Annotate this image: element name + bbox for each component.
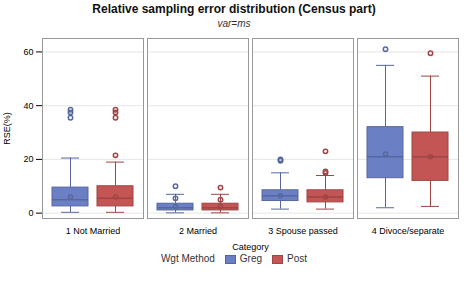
html-text:Relative sampling error distri: Relative sampling error distribution (Ce… [92,2,376,16]
svg-text:2 Married: 2 Married [179,226,217,236]
svg-text:1 Not Married: 1 Not Married [66,226,121,236]
html-text:Greg: Greg [239,253,263,264]
svg-text:3 Spouse passed: 3 Spouse passed [268,226,338,236]
html-text:Post: Post [287,253,308,264]
svg-text:Category: Category [232,242,269,252]
svg-text:40: 40 [23,101,33,111]
svg-text:0: 0 [28,208,33,218]
html-text:Wgt Method: Wgt Method [160,253,215,264]
svg-text:60: 60 [23,47,33,57]
html-text:var=ms: var=ms [217,18,251,29]
svg-text:20: 20 [23,154,33,164]
svg-text:RSE(%): RSE(%) [2,112,12,145]
svg-text:4 Divoce/separate: 4 Divoce/separate [372,226,445,236]
